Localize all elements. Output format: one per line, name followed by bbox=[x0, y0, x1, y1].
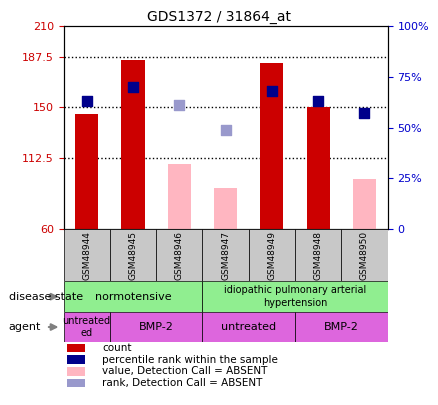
Text: disease state: disease state bbox=[9, 292, 83, 302]
Text: untreated
ed: untreated ed bbox=[63, 316, 111, 338]
Bar bbox=[67, 356, 85, 364]
Text: GSM48944: GSM48944 bbox=[82, 231, 91, 279]
Bar bbox=[341, 229, 388, 281]
Text: agent: agent bbox=[9, 322, 41, 332]
Bar bbox=[64, 281, 202, 312]
Text: GDS1372 / 31864_at: GDS1372 / 31864_at bbox=[147, 10, 291, 24]
Bar bbox=[156, 229, 202, 281]
Bar bbox=[295, 229, 341, 281]
Text: GSM48949: GSM48949 bbox=[267, 231, 276, 279]
Point bbox=[314, 98, 321, 104]
Bar bbox=[110, 312, 202, 342]
Text: count: count bbox=[102, 343, 132, 353]
Point bbox=[83, 98, 90, 104]
Bar bbox=[249, 229, 295, 281]
Bar bbox=[307, 107, 330, 229]
Text: untreated: untreated bbox=[221, 322, 276, 332]
Point bbox=[130, 84, 137, 90]
Text: BMP-2: BMP-2 bbox=[324, 322, 359, 332]
Text: BMP-2: BMP-2 bbox=[139, 322, 173, 332]
Bar bbox=[214, 188, 237, 229]
Bar bbox=[202, 229, 249, 281]
Text: rank, Detection Call = ABSENT: rank, Detection Call = ABSENT bbox=[102, 378, 263, 388]
Point bbox=[268, 88, 276, 94]
Point bbox=[361, 110, 368, 117]
Bar bbox=[64, 229, 110, 281]
Text: GSM48948: GSM48948 bbox=[314, 231, 323, 279]
Point bbox=[222, 126, 229, 133]
Bar bbox=[295, 312, 388, 342]
Text: GSM48945: GSM48945 bbox=[128, 231, 138, 279]
Bar bbox=[168, 164, 191, 229]
Bar bbox=[202, 312, 295, 342]
Text: percentile rank within the sample: percentile rank within the sample bbox=[102, 355, 278, 364]
Bar bbox=[110, 229, 156, 281]
Point bbox=[176, 102, 183, 109]
Bar bbox=[64, 312, 110, 342]
Bar bbox=[67, 379, 85, 387]
Bar bbox=[121, 60, 145, 229]
Bar bbox=[353, 179, 376, 229]
Bar bbox=[202, 281, 388, 312]
Text: value, Detection Call = ABSENT: value, Detection Call = ABSENT bbox=[102, 367, 268, 376]
Text: GSM48950: GSM48950 bbox=[360, 230, 369, 280]
Bar bbox=[75, 114, 98, 229]
Text: idiopathic pulmonary arterial
hypertension: idiopathic pulmonary arterial hypertensi… bbox=[224, 286, 366, 308]
Bar bbox=[67, 367, 85, 375]
Text: normotensive: normotensive bbox=[95, 292, 171, 302]
Text: GSM48946: GSM48946 bbox=[175, 231, 184, 279]
Bar bbox=[260, 63, 283, 229]
Text: GSM48947: GSM48947 bbox=[221, 231, 230, 279]
Bar bbox=[67, 344, 85, 352]
